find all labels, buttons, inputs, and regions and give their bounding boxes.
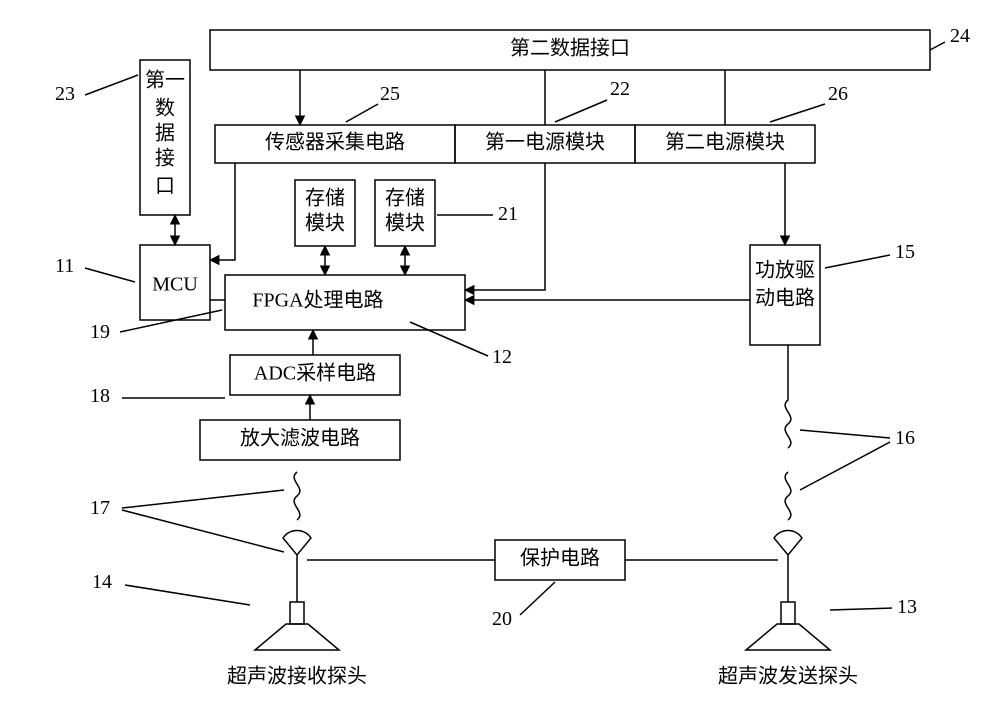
leader-24	[930, 42, 945, 50]
leader-23	[85, 75, 138, 95]
leader-16a	[800, 430, 890, 438]
svg-text:存储: 存储	[385, 187, 425, 210]
leader-12	[410, 322, 488, 356]
callout-16: 16	[895, 427, 915, 449]
probe-send: 超声波发送探头	[718, 472, 858, 688]
leader-22	[555, 100, 607, 122]
svg-text:模块: 模块	[385, 212, 425, 235]
callout-24: 24	[950, 25, 970, 47]
leader-26	[770, 104, 825, 122]
label-first-data-if-3: 接	[155, 147, 175, 170]
block-amp-driver: 功放驱 动电路	[750, 245, 820, 345]
callout-26: 26	[828, 83, 848, 105]
block-first-data-if: 第一 数 据 接 口	[140, 60, 190, 215]
label-sensor: 传感器采集电路	[265, 131, 405, 154]
block-mcu: MCU	[140, 245, 210, 320]
block-storage1: 存储 模块	[295, 180, 355, 246]
label-protect: 保护电路	[520, 547, 600, 570]
callout-14: 14	[92, 571, 112, 593]
label-fpga: FPGA处理电路	[252, 289, 383, 312]
leader-15	[825, 255, 890, 268]
label-probe-rx: 超声波接收探头	[227, 665, 367, 688]
label-first-data-if-0: 第一	[145, 69, 185, 92]
svg-text:动电路: 动电路	[755, 287, 815, 310]
label-first-power: 第一电源模块	[485, 131, 605, 154]
block-second-power: 第二电源模块	[635, 125, 815, 163]
label-first-data-if-2: 据	[155, 122, 175, 145]
probe-receive: 超声波接收探头	[227, 472, 367, 688]
block-protect: 保护电路	[495, 540, 625, 580]
label-amp-filter: 放大滤波电路	[240, 427, 360, 450]
leader-17a	[122, 490, 284, 508]
callout-19: 19	[90, 321, 110, 343]
svg-text:存储: 存储	[305, 187, 345, 210]
callout-15: 15	[895, 241, 915, 263]
callout-11: 11	[55, 255, 74, 277]
block-sensor-circuit: 传感器采集电路	[215, 125, 455, 163]
conn-amp-tx-coil	[785, 345, 791, 448]
leader-13	[830, 608, 892, 610]
callout-23: 23	[55, 83, 75, 105]
svg-text:功放驱: 功放驱	[755, 259, 815, 282]
block-fpga: FPGA处理电路	[225, 275, 465, 330]
block-adc: ADC采样电路	[230, 355, 400, 395]
callout-17: 17	[90, 497, 110, 519]
callout-21: 21	[498, 203, 518, 225]
block-amp-filter: 放大滤波电路	[200, 420, 400, 460]
label-adc: ADC采样电路	[254, 362, 376, 385]
leader-25	[346, 104, 378, 122]
callout-13: 13	[897, 596, 917, 618]
label-mcu: MCU	[152, 274, 198, 296]
callout-22: 22	[610, 78, 630, 100]
leader-16b	[800, 442, 890, 490]
block-storage2: 存储 模块	[375, 180, 435, 246]
block-first-power: 第一电源模块	[455, 125, 635, 163]
label-probe-tx: 超声波发送探头	[718, 665, 858, 688]
label-second-data-if: 第二数据接口	[510, 37, 630, 60]
conn-sensor-mcu	[210, 163, 235, 260]
leader-11	[85, 268, 135, 282]
leader-17b	[122, 510, 284, 552]
leader-20	[520, 582, 555, 615]
callout-20: 20	[492, 608, 512, 630]
label-first-data-if-1: 数	[155, 97, 175, 120]
callout-25: 25	[380, 83, 400, 105]
label-first-data-if-4: 口	[155, 176, 175, 198]
leader-14	[125, 585, 250, 605]
conn-power1-fpga	[465, 163, 545, 290]
block-second-data-if: 第二数据接口	[210, 30, 930, 70]
svg-text:模块: 模块	[305, 212, 345, 235]
callout-18: 18	[90, 385, 110, 407]
callout-12: 12	[492, 346, 512, 368]
label-second-power: 第二电源模块	[665, 131, 785, 154]
leader-19	[120, 310, 222, 332]
